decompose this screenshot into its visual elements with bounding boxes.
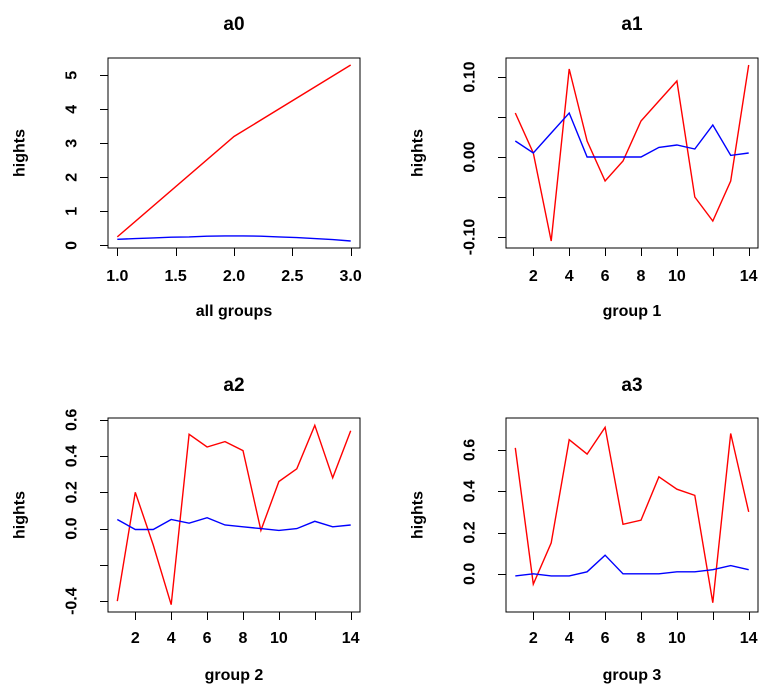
chart-title: a0 (223, 14, 244, 35)
y-tick-label: 0.2 (462, 521, 479, 543)
x-axis-label: group 1 (603, 303, 662, 320)
series-red-line (514, 425, 750, 603)
chart-a3: 2 4 6 8 10 14 0.0 0.2 0.4 0.6 a3 group 3 hights (410, 375, 759, 684)
x-tick-label: 10 (668, 268, 686, 285)
x-axis-label: group 3 (603, 667, 662, 684)
x-tick-label: 6 (203, 630, 212, 647)
y-tick-label: -0.4 (64, 587, 81, 615)
series-blue-line (116, 516, 351, 532)
chart-a1: 2 4 6 8 10 14 -0.10 0.00 0.10 a1 group 1 hights (410, 14, 759, 320)
x-tick-label: 2 (529, 630, 538, 647)
y-tick-label: 0.6 (462, 439, 479, 461)
y-axis-label: hights (410, 491, 427, 539)
x-tick-label: 10 (270, 630, 288, 647)
x-tick-label: 8 (239, 630, 248, 647)
x-tick-label: 4 (565, 630, 574, 647)
x-axis-label: all groups (196, 303, 273, 320)
y-tick-label: 0.4 (462, 480, 479, 502)
series-blue-line (515, 554, 749, 577)
y-tick-label: 0.4 (64, 445, 81, 467)
chart-a0: 1.0 1.5 2.0 2.5 3.0 0 1 2 3 4 5 a0 all groups hights (12, 14, 362, 320)
y-tick-label: 0.10 (462, 61, 479, 92)
series-blue-line (514, 111, 749, 158)
x-tick-label: 14 (342, 630, 360, 647)
y-tick-label: 0.0 (64, 517, 81, 539)
chart-a2: 2 4 6 8 10 14 -0.4 0.0 0.2 0.4 0.6 a2 group 2 hights (12, 375, 361, 684)
x-tick-label: 2.0 (223, 268, 245, 285)
x-tick-label: 14 (740, 268, 758, 285)
plot-box (107, 417, 361, 613)
x-tick-label: 8 (637, 630, 646, 647)
y-tick-label: 5 (64, 71, 81, 80)
chart-title: a1 (621, 14, 643, 35)
series-red-line (116, 423, 352, 605)
y-axis-label: hights (12, 129, 29, 177)
series-red-line (116, 64, 352, 238)
panel-a0: 1.0 1.5 2.0 2.5 3.0 0 1 2 3 4 5 a0 all groups hights (0, 0, 390, 349)
y-tick-label: 3 (64, 139, 81, 148)
y-tick-label: 2 (64, 173, 81, 182)
x-tick-label: 1.5 (165, 268, 187, 285)
y-tick-label: 0.00 (462, 141, 479, 172)
series-blue-line (117, 235, 351, 242)
chart-title: a2 (223, 375, 244, 396)
y-tick-label: 0.6 (64, 409, 81, 431)
x-tick-label: 1.0 (106, 268, 128, 285)
series-red-line (514, 64, 750, 242)
x-tick-label: 3.0 (340, 268, 362, 285)
plot-box (505, 417, 759, 613)
x-tick-label: 2.5 (281, 268, 303, 285)
chart-title: a3 (621, 375, 642, 396)
x-tick-label: 2 (131, 630, 140, 647)
plot-box (107, 57, 361, 249)
panel-a1: 2 4 6 8 10 14 -0.10 0.00 0.10 a1 group 1 hights (390, 0, 781, 349)
y-axis-label: hights (12, 491, 29, 539)
x-tick-label: 2 (529, 268, 538, 285)
x-tick-label: 4 (565, 268, 574, 285)
x-tick-label: 10 (668, 630, 686, 647)
x-tick-label: 6 (601, 630, 610, 647)
x-tick-label: 6 (601, 268, 610, 285)
x-tick-label: 4 (167, 630, 176, 647)
x-tick-label: 8 (637, 268, 646, 285)
x-axis-label: group 2 (205, 667, 264, 684)
y-tick-label: 0.2 (64, 481, 81, 503)
panel-a3: 2 4 6 8 10 14 0.0 0.2 0.4 0.6 a3 group 3 hights (390, 349, 781, 698)
y-tick-label: 4 (64, 105, 81, 114)
y-tick-label: 0 (64, 241, 81, 250)
y-axis-label: hights (410, 129, 427, 177)
y-tick-label: 0.0 (462, 563, 479, 585)
x-tick-label: 14 (740, 630, 758, 647)
panel-a2: 2 4 6 8 10 14 -0.4 0.0 0.2 0.4 0.6 a2 group 2 hights (0, 349, 390, 698)
plot-box (505, 57, 759, 249)
y-tick-label: -0.10 (462, 219, 479, 256)
y-tick-label: 1 (64, 207, 81, 216)
